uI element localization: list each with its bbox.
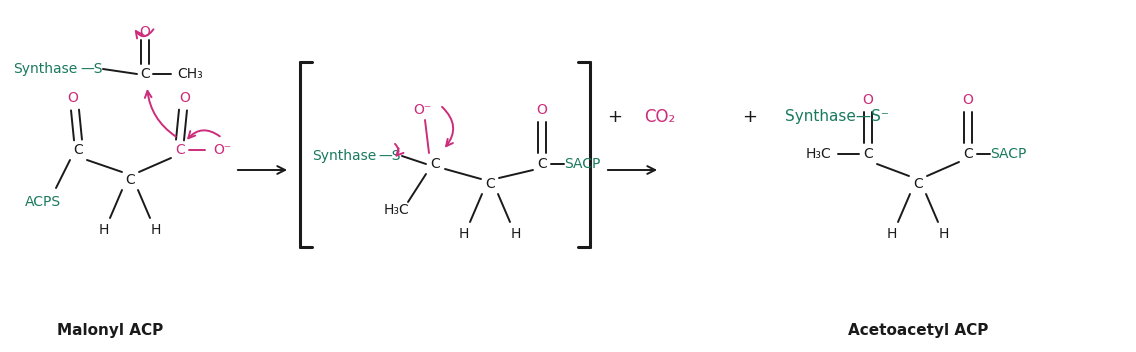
Text: C: C [125, 173, 135, 187]
Text: Synthase: Synthase [12, 62, 77, 76]
Text: —S: —S [378, 149, 401, 163]
Text: C: C [73, 143, 83, 157]
Text: O: O [67, 91, 78, 105]
Text: C: C [175, 143, 185, 157]
Text: H: H [151, 223, 161, 237]
Text: O: O [536, 103, 548, 117]
Text: H: H [887, 227, 897, 241]
Text: C: C [431, 157, 440, 171]
Text: O: O [962, 93, 974, 107]
Text: C: C [140, 67, 150, 81]
Text: —S: —S [80, 62, 102, 76]
Text: SACP: SACP [563, 157, 600, 171]
Text: SACP: SACP [989, 147, 1026, 161]
Text: C: C [537, 157, 546, 171]
Text: CH₃: CH₃ [177, 67, 203, 81]
Text: C: C [485, 177, 495, 191]
Text: Synthase—S⁻: Synthase—S⁻ [785, 109, 888, 125]
Text: C: C [963, 147, 972, 161]
Text: H: H [938, 227, 950, 241]
Text: H₃C: H₃C [805, 147, 830, 161]
Text: H₃C: H₃C [383, 203, 409, 217]
Text: +: + [608, 108, 623, 126]
Text: Synthase: Synthase [312, 149, 376, 163]
Text: O: O [862, 93, 874, 107]
Text: C: C [913, 177, 922, 191]
Text: H: H [459, 227, 469, 241]
Text: C: C [863, 147, 872, 161]
Text: CO₂: CO₂ [644, 108, 676, 126]
Text: +: + [743, 108, 758, 126]
Text: H: H [99, 223, 109, 237]
Text: Acetoacetyl ACP: Acetoacetyl ACP [847, 322, 988, 338]
Text: O: O [140, 25, 150, 39]
Text: O⁻: O⁻ [412, 103, 432, 117]
Text: H: H [511, 227, 521, 241]
Text: O⁻: O⁻ [212, 143, 231, 157]
Text: O: O [179, 91, 191, 105]
Text: ACPS: ACPS [25, 195, 61, 209]
Text: Malonyl ACP: Malonyl ACP [57, 322, 164, 338]
